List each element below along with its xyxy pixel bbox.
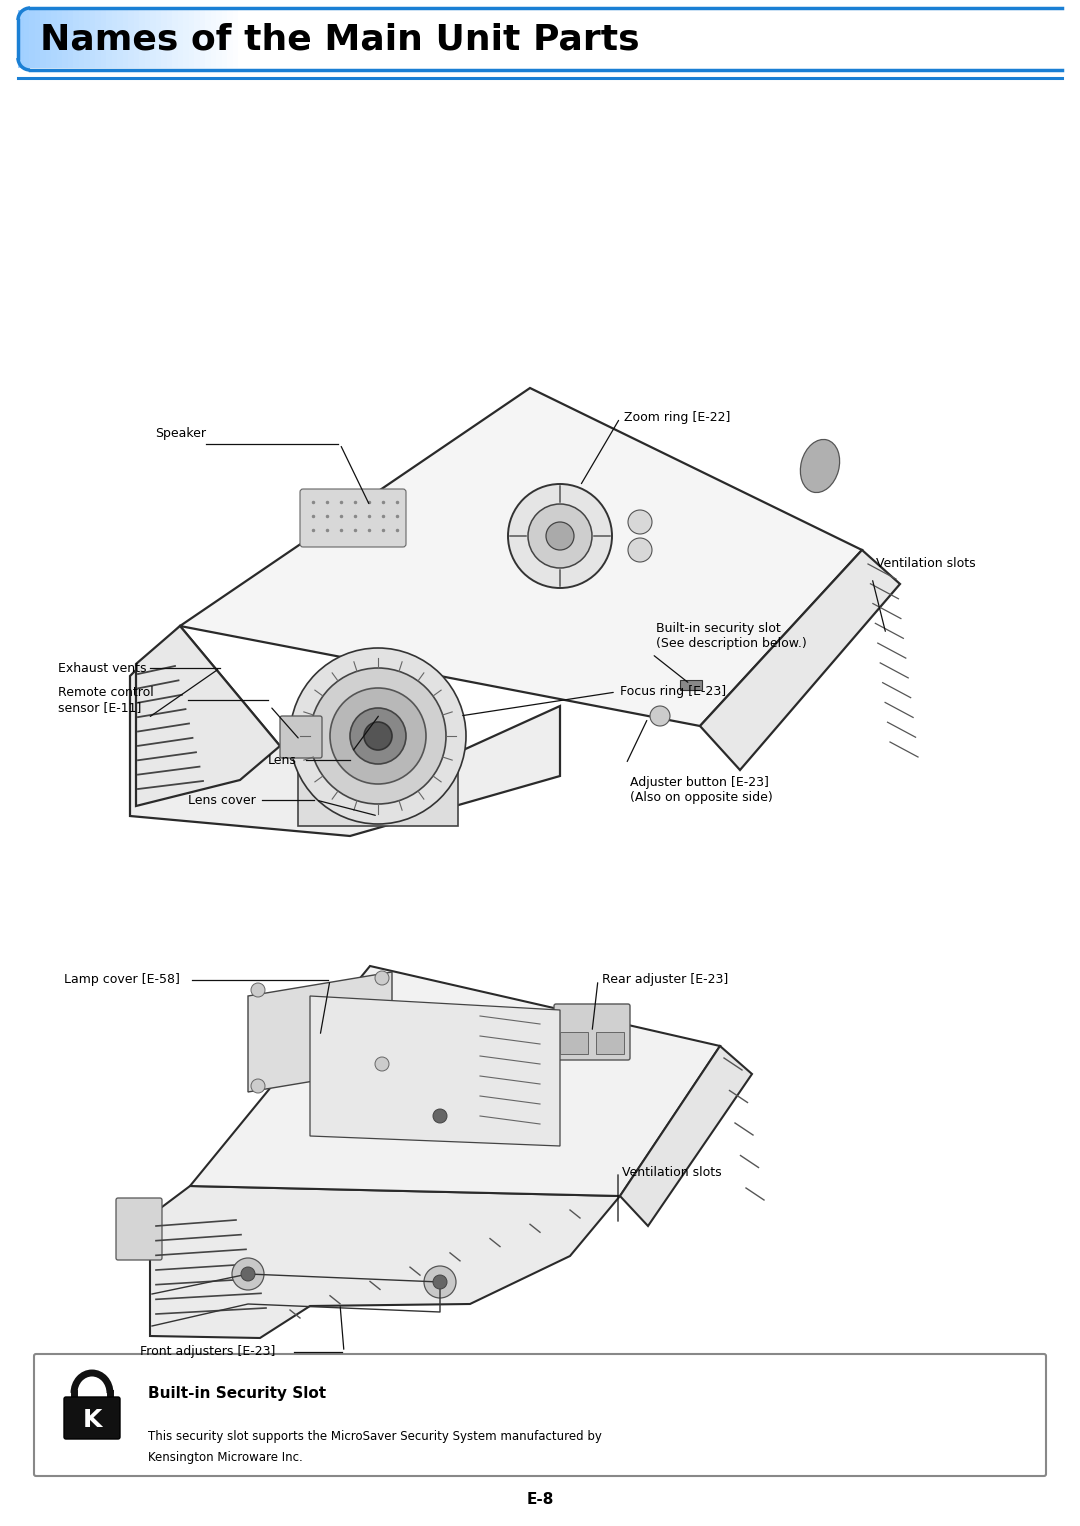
Circle shape — [375, 1058, 389, 1071]
Text: Focus ring [E-23]: Focus ring [E-23] — [620, 685, 726, 699]
Text: Exhaust vents: Exhaust vents — [58, 661, 147, 674]
Bar — [221, 11, 227, 69]
Circle shape — [433, 1276, 447, 1289]
Text: This security slot supports the MicroSaver Security System manufactured by: This security slot supports the MicroSav… — [148, 1430, 602, 1442]
Bar — [117, 11, 122, 69]
Text: Front adjusters [E-23]: Front adjusters [E-23] — [140, 1346, 275, 1358]
Bar — [79, 11, 84, 69]
Circle shape — [375, 971, 389, 984]
Text: Remote control
sensor [E-11]: Remote control sensor [E-11] — [58, 687, 153, 714]
Bar — [95, 11, 100, 69]
Circle shape — [627, 539, 652, 562]
Circle shape — [291, 649, 465, 824]
FancyBboxPatch shape — [33, 1354, 1047, 1476]
Text: Zoom ring [E-22]: Zoom ring [E-22] — [624, 412, 730, 424]
Bar — [232, 11, 238, 69]
Bar — [45, 11, 51, 69]
Bar — [145, 11, 150, 69]
Bar — [24, 11, 29, 69]
Text: Built-in Security Slot: Built-in Security Slot — [148, 1386, 326, 1401]
Polygon shape — [190, 966, 720, 1196]
Bar — [177, 11, 183, 69]
Bar — [84, 11, 90, 69]
Polygon shape — [298, 766, 458, 826]
Bar — [183, 11, 189, 69]
Circle shape — [364, 722, 392, 749]
Bar — [18, 11, 24, 69]
Polygon shape — [700, 549, 900, 771]
FancyBboxPatch shape — [116, 1198, 162, 1260]
Bar — [134, 11, 139, 69]
Polygon shape — [180, 388, 862, 726]
Bar — [100, 11, 106, 69]
Bar — [150, 11, 156, 69]
Bar — [129, 11, 134, 69]
Text: Lens: Lens — [268, 754, 297, 766]
Circle shape — [232, 1257, 264, 1289]
Bar — [29, 11, 35, 69]
FancyBboxPatch shape — [300, 488, 406, 546]
Bar — [35, 11, 40, 69]
Bar — [122, 11, 129, 69]
Circle shape — [546, 522, 573, 549]
Bar — [111, 11, 117, 69]
Circle shape — [424, 1267, 456, 1299]
Bar — [67, 11, 73, 69]
FancyBboxPatch shape — [280, 716, 322, 758]
Circle shape — [528, 504, 592, 568]
Text: Lens cover: Lens cover — [188, 794, 256, 807]
Bar — [161, 11, 166, 69]
Text: Speaker: Speaker — [156, 427, 206, 441]
Circle shape — [433, 1109, 447, 1123]
Bar — [156, 11, 161, 69]
Bar — [200, 11, 205, 69]
Bar — [194, 11, 200, 69]
Circle shape — [241, 1267, 255, 1280]
Circle shape — [627, 510, 652, 534]
Text: E-8: E-8 — [526, 1492, 554, 1508]
Polygon shape — [150, 1186, 620, 1338]
Text: Ventilation slots: Ventilation slots — [876, 557, 975, 571]
Circle shape — [424, 1100, 456, 1132]
Circle shape — [251, 1079, 265, 1093]
FancyBboxPatch shape — [554, 1004, 630, 1061]
Text: K: K — [82, 1408, 102, 1431]
Polygon shape — [620, 1045, 752, 1225]
Text: Rear adjuster [E-23]: Rear adjuster [E-23] — [602, 974, 728, 986]
Bar — [227, 11, 232, 69]
Polygon shape — [130, 626, 561, 836]
Text: Lamp cover [E-58]: Lamp cover [E-58] — [64, 974, 180, 986]
Polygon shape — [248, 972, 392, 1093]
FancyBboxPatch shape — [16, 6, 1064, 72]
Bar — [172, 11, 177, 69]
FancyBboxPatch shape — [64, 1396, 120, 1439]
Ellipse shape — [800, 439, 839, 493]
Bar — [166, 11, 172, 69]
Circle shape — [310, 668, 446, 804]
Bar — [106, 11, 111, 69]
Bar — [51, 11, 56, 69]
Bar — [56, 11, 62, 69]
Bar — [205, 11, 211, 69]
Text: Adjuster button [E-23]
(Also on opposite side): Adjuster button [E-23] (Also on opposite… — [630, 777, 773, 804]
Text: Built-in security slot
(See description below.): Built-in security slot (See description … — [656, 623, 807, 650]
Bar — [62, 11, 67, 69]
Bar — [40, 11, 45, 69]
Polygon shape — [136, 626, 280, 806]
Text: Kensington Microware Inc.: Kensington Microware Inc. — [148, 1451, 302, 1463]
Bar — [216, 11, 221, 69]
Bar — [73, 11, 79, 69]
Circle shape — [251, 983, 265, 996]
Circle shape — [350, 708, 406, 765]
Text: Names of the Main Unit Parts: Names of the Main Unit Parts — [40, 21, 639, 56]
Text: Ventilation slots: Ventilation slots — [622, 1166, 721, 1178]
Bar — [189, 11, 194, 69]
Circle shape — [330, 688, 426, 784]
Circle shape — [650, 707, 670, 726]
Bar — [680, 681, 702, 690]
Polygon shape — [310, 996, 561, 1146]
Bar — [139, 11, 145, 69]
Bar — [561, 1032, 588, 1054]
Bar — [211, 11, 216, 69]
Bar — [596, 1032, 624, 1054]
